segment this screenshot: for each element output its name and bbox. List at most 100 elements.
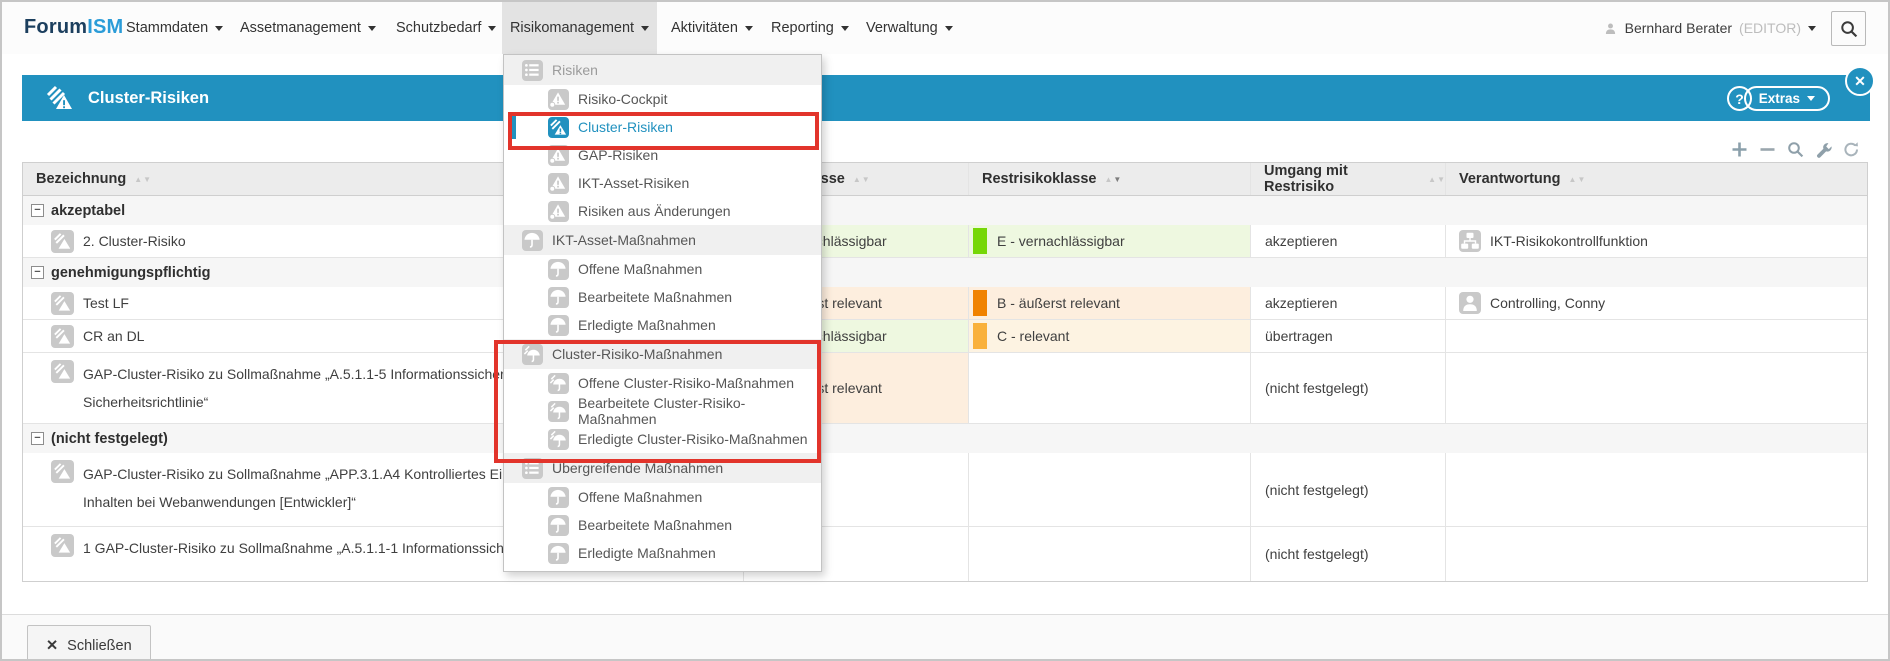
cluster-umbrella-icon (522, 344, 543, 365)
collapse-icon[interactable]: − (31, 432, 44, 445)
umbrella-icon (522, 230, 543, 251)
risikomanagement-dropdown: Risiken Risiko-Cockpit Cluster-Risiken G… (503, 54, 822, 572)
column-header-restrisikoklasse[interactable]: Restrisikoklasse▲▼ (968, 163, 1250, 195)
chevron-down-icon (1808, 26, 1816, 31)
cluster-umbrella-icon (548, 429, 569, 450)
chevron-down-icon (215, 26, 223, 31)
umbrella-icon (548, 543, 569, 564)
menu-item-risiken-aus-aenderungen[interactable]: Risiken aus Änderungen (504, 197, 821, 225)
close-icon: ✕ (46, 638, 58, 654)
list-icon (522, 458, 543, 479)
menu-header-risiken[interactable]: Risiken (504, 55, 821, 85)
chevron-down-icon (945, 26, 953, 31)
cluster-umbrella-icon (548, 401, 569, 422)
person-icon (1459, 292, 1481, 314)
umbrella-icon (548, 259, 569, 280)
restrisikoklasse-cell: E - vernachlässigbar (968, 225, 1250, 257)
sort-icons[interactable]: ▲▼ (853, 175, 870, 184)
user-role: (EDITOR) (1739, 20, 1801, 36)
column-header-verantwortung[interactable]: Verantwortung▲▼ (1445, 163, 1867, 195)
table-row[interactable]: 2. Cluster-Risiko E - vernachlässigbar E… (23, 225, 1867, 258)
nav-item-assetmanagement[interactable]: Assetmanagement (234, 2, 382, 54)
group-row-akzeptabel[interactable]: −akzeptabel (23, 196, 1867, 225)
cluster-risk-icon (51, 292, 74, 315)
verantwortung-cell: IKT-Risikokontrollfunktion (1445, 225, 1867, 257)
user-menu[interactable]: Bernhard Berater (EDITOR) (1603, 2, 1816, 54)
table-row[interactable]: GAP-Cluster-Risiko zu Sollmaßnahme „APP.… (23, 453, 1867, 527)
umgang-cell: akzeptieren (1250, 225, 1445, 257)
table-header-row: Bezeichnung▲▼ Risikoklasse▲▼ Restrisikok… (23, 163, 1867, 196)
chevron-down-icon (641, 26, 649, 31)
cluster-risk-icon (51, 360, 74, 383)
sort-icons[interactable]: ▲▼ (1104, 175, 1121, 184)
menu-item-erledigte-cluster-risiko-massnahmen[interactable]: Erledigte Cluster-Risiko-Maßnahmen (504, 425, 821, 453)
close-panel-button[interactable]: ✕ (1845, 66, 1875, 96)
menu-item-offene-massnahmen[interactable]: Offene Maßnahmen (504, 255, 821, 283)
verantwortung-cell (1445, 527, 1867, 581)
settings-wrench-icon[interactable] (1815, 141, 1832, 158)
menu-item-bearbeitete-cluster-risiko-massnahmen[interactable]: Bearbeitete Cluster-Risiko-Maßnahmen (504, 397, 821, 425)
menu-item-risiko-cockpit[interactable]: Risiko-Cockpit (504, 85, 821, 113)
verantwortung-cell (1445, 320, 1867, 352)
umgang-cell: akzeptieren (1250, 287, 1445, 319)
add-icon[interactable] (1731, 141, 1748, 158)
group-row-genehmigungspflichtig[interactable]: −genehmigungspflichtig (23, 258, 1867, 287)
table-row[interactable]: CR an DL E - vernachlässigbar C - releva… (23, 320, 1867, 353)
nav-item-risikomanagement[interactable]: Risikomanagement (502, 2, 657, 54)
cluster-risk-icon (51, 230, 74, 253)
nav-item-stammdaten[interactable]: Stammdaten (120, 2, 229, 54)
nav-item-schutzbedarf[interactable]: Schutzbedarf (390, 2, 502, 54)
menu-item-offene-massnahmen-2[interactable]: Offene Maßnahmen (504, 483, 821, 511)
close-button[interactable]: ✕Schließen (27, 625, 151, 661)
remove-icon[interactable] (1759, 141, 1776, 158)
menu-header-ikt-asset-massnahmen[interactable]: IKT-Asset-Maßnahmen (504, 225, 821, 255)
collapse-icon[interactable]: − (31, 204, 44, 217)
menu-item-erledigte-massnahmen-2[interactable]: Erledigte Maßnahmen (504, 539, 821, 567)
risk-class-color-swatch (973, 323, 987, 349)
sort-icons[interactable]: ▲▼ (1428, 175, 1445, 184)
verantwortung-cell (1445, 453, 1867, 526)
menu-item-offene-cluster-risiko-massnahmen[interactable]: Offene Cluster-Risiko-Maßnahmen (504, 369, 821, 397)
menu-item-cluster-risiken[interactable]: Cluster-Risiken (504, 113, 821, 141)
table-row[interactable]: GAP-Cluster-Risiko zu Sollmaßnahme „A.5.… (23, 353, 1867, 424)
umbrella-icon (548, 315, 569, 336)
restrisikoklasse-cell: C - relevant (968, 320, 1250, 352)
column-header-umgang[interactable]: Umgang mit Restrisiko▲▼ (1250, 163, 1445, 195)
nav-item-verwaltung[interactable]: Verwaltung (860, 2, 959, 54)
collapse-icon[interactable]: − (31, 266, 44, 279)
nav-item-aktivitaeten[interactable]: Aktivitäten (665, 2, 759, 54)
table-row[interactable]: 1 GAP-Cluster-Risiko zu Sollmaßnahme „A.… (23, 527, 1867, 581)
extras-button[interactable]: Extras (1744, 86, 1830, 111)
menu-item-erledigte-massnahmen[interactable]: Erledigte Maßnahmen (504, 311, 821, 339)
sort-icons[interactable]: ▲▼ (1569, 175, 1586, 184)
restrisikoklasse-cell (968, 353, 1250, 423)
risk-class-color-swatch (973, 290, 987, 316)
menu-item-ikt-asset-risiken[interactable]: IKT-Asset-Risiken (504, 169, 821, 197)
table-toolbar (1731, 141, 1860, 158)
refresh-icon[interactable] (1843, 141, 1860, 158)
chevron-down-icon (488, 26, 496, 31)
menu-item-gap-risiken[interactable]: GAP-Risiken (504, 141, 821, 169)
table-row[interactable]: Test LF B - äußerst relevant B - äußerst… (23, 287, 1867, 320)
page-title: Cluster-Risiken (88, 89, 209, 108)
cluster-risk-icon (548, 117, 569, 138)
search-table-icon[interactable] (1787, 141, 1804, 158)
umgang-cell: (nicht festgelegt) (1250, 527, 1445, 581)
menu-item-bearbeitete-massnahmen[interactable]: Bearbeitete Maßnahmen (504, 283, 821, 311)
search-button[interactable] (1831, 11, 1866, 46)
page-header: Cluster-Risiken ? Extras ✕ (22, 75, 1870, 121)
restrisikoklasse-cell (968, 527, 1250, 581)
risk-class-color-swatch (973, 228, 987, 254)
close-icon: ✕ (1854, 73, 1866, 90)
menu-item-bearbeitete-massnahmen-2[interactable]: Bearbeitete Maßnahmen (504, 511, 821, 539)
umgang-cell: (nicht festgelegt) (1250, 453, 1445, 526)
menu-header-cluster-risiko-massnahmen[interactable]: Cluster-Risiko-Maßnahmen (504, 339, 821, 369)
menu-header-uebergreifende-massnahmen[interactable]: Übergreifende Maßnahmen (504, 453, 821, 483)
app-logo[interactable]: ForumISM (24, 16, 123, 39)
nav-item-reporting[interactable]: Reporting (765, 2, 855, 54)
sort-icons[interactable]: ▲▼ (134, 175, 151, 184)
risk-icon (548, 201, 569, 222)
logo-part-ism: ISM (87, 16, 123, 38)
group-row-nicht-festgelegt[interactable]: −(nicht festgelegt) (23, 424, 1867, 453)
organization-icon (1459, 230, 1481, 252)
